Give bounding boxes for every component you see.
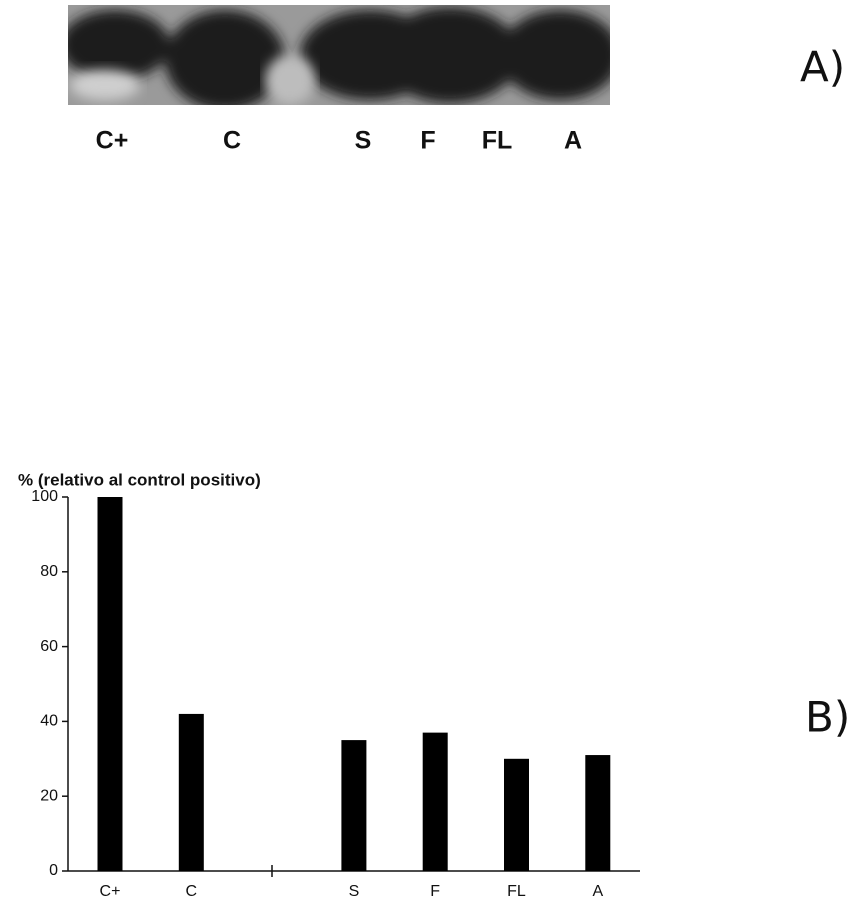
bar xyxy=(178,713,204,871)
x-tick-label: FL xyxy=(507,883,526,900)
y-tick-label: 20 xyxy=(40,787,58,804)
bar xyxy=(97,497,123,871)
x-tick-label: A xyxy=(592,883,603,900)
y-tick-label: 80 xyxy=(40,563,58,580)
bar xyxy=(422,732,448,871)
y-tick-label: 40 xyxy=(40,713,58,730)
y-tick-label: 100 xyxy=(31,488,58,505)
bar xyxy=(585,755,611,871)
y-tick-label: 60 xyxy=(40,638,58,655)
gel-image xyxy=(68,5,610,105)
lane-label: F xyxy=(420,127,435,155)
lane-label: FL xyxy=(482,127,513,155)
lane-label: C xyxy=(223,127,241,155)
lane-label: S xyxy=(355,127,372,155)
axis-title: % (relativo al control positivo) xyxy=(18,470,261,489)
x-tick-label: C xyxy=(186,883,198,900)
panel-label: A) xyxy=(800,43,845,92)
x-tick-label: S xyxy=(349,883,360,900)
y-tick-label: 0 xyxy=(49,862,58,879)
panel-label: B) xyxy=(805,693,850,742)
x-tick-label: C+ xyxy=(100,883,121,900)
bar xyxy=(341,740,367,871)
x-tick-label: F xyxy=(430,883,440,900)
bar xyxy=(504,758,529,871)
lane-label: A xyxy=(564,127,582,155)
lane-label: C+ xyxy=(96,127,129,155)
